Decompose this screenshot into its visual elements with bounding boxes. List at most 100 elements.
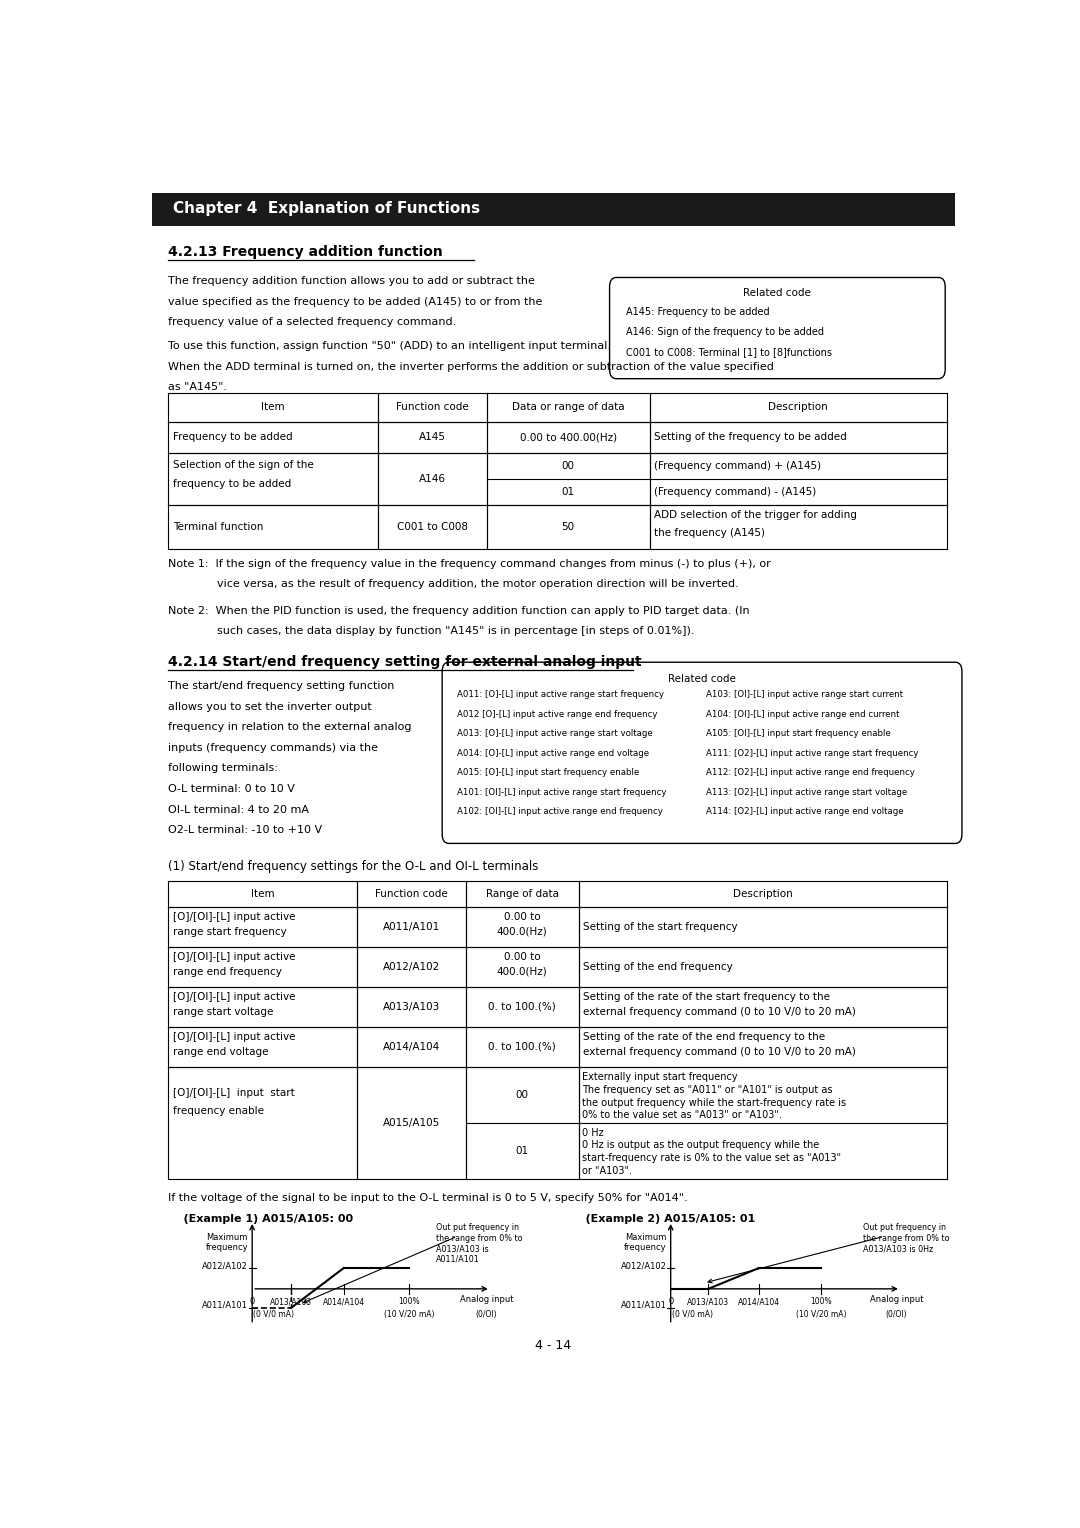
Text: 0. to 100.(%): 0. to 100.(%) [488, 1002, 556, 1012]
Text: following terminals:: following terminals: [168, 764, 279, 773]
Text: Externally input start frequency: Externally input start frequency [582, 1071, 738, 1082]
Text: Note 2:  When the PID function is used, the frequency addition function can appl: Note 2: When the PID function is used, t… [168, 605, 751, 616]
Text: A011/A101: A011/A101 [202, 1300, 248, 1309]
Text: (Example 1) A015/A105: 00: (Example 1) A015/A105: 00 [168, 1215, 353, 1224]
Text: frequency in relation to the external analog: frequency in relation to the external an… [168, 723, 411, 732]
Text: A145: A145 [419, 432, 446, 443]
Text: C001 to C008: C001 to C008 [396, 523, 468, 532]
Text: 00: 00 [515, 1089, 528, 1100]
Text: 01: 01 [515, 1146, 529, 1155]
Text: Function code: Function code [375, 889, 447, 898]
Text: A112: [O2]-[L] input active range end frequency: A112: [O2]-[L] input active range end fr… [706, 769, 915, 778]
Text: Terminal function: Terminal function [173, 523, 264, 532]
Text: the frequency (A145): the frequency (A145) [653, 529, 765, 538]
Text: Analog input: Analog input [460, 1294, 513, 1303]
Text: Maximum
frequency: Maximum frequency [205, 1233, 248, 1253]
Text: 0. to 100.(%): 0. to 100.(%) [488, 1042, 556, 1051]
Text: A013: [O]-[L] input active range start voltage: A013: [O]-[L] input active range start v… [457, 729, 653, 738]
Text: O-L terminal: 0 to 10 V: O-L terminal: 0 to 10 V [168, 784, 295, 795]
Text: Out put frequency in
the range from 0% to
A013/A103 is
A011/A101: Out put frequency in the range from 0% t… [436, 1224, 523, 1264]
Text: A111: [O2]-[L] input active range start frequency: A111: [O2]-[L] input active range start … [706, 749, 919, 758]
Text: 0.00 to: 0.00 to [503, 952, 540, 961]
Text: Description: Description [733, 889, 793, 898]
Text: range start frequency: range start frequency [173, 927, 286, 937]
Text: Chapter 4  Explanation of Functions: Chapter 4 Explanation of Functions [173, 202, 480, 215]
Text: 0 Hz: 0 Hz [582, 1128, 604, 1137]
Text: A011: [O]-[L] input active range start frequency: A011: [O]-[L] input active range start f… [457, 691, 664, 700]
Text: (Frequency command) + (A145): (Frequency command) + (A145) [653, 461, 821, 471]
Text: A013/A103: A013/A103 [687, 1297, 729, 1306]
Text: (Frequency command) - (A145): (Frequency command) - (A145) [653, 486, 816, 497]
Text: 400.0(Hz): 400.0(Hz) [497, 927, 548, 937]
Text: A013/A103: A013/A103 [382, 1002, 440, 1012]
Text: A012/A102: A012/A102 [621, 1261, 666, 1270]
Text: 0: 0 [669, 1297, 673, 1306]
Text: A145: Frequency to be added: A145: Frequency to be added [626, 307, 770, 316]
Text: (0 V/0 mA): (0 V/0 mA) [253, 1309, 294, 1319]
Text: A103: [OI]-[L] input active range start current: A103: [OI]-[L] input active range start … [706, 691, 903, 700]
Text: A014/A104: A014/A104 [738, 1297, 780, 1306]
Text: Related code: Related code [743, 289, 811, 298]
Text: Analog input: Analog input [869, 1294, 923, 1303]
Text: A012/A102: A012/A102 [202, 1261, 248, 1270]
Text: Note 1:  If the sign of the frequency value in the frequency command changes fro: Note 1: If the sign of the frequency val… [168, 559, 771, 568]
Text: [O]/[OI]-[L] input active: [O]/[OI]-[L] input active [173, 912, 295, 921]
Text: 4 - 14: 4 - 14 [536, 1340, 571, 1352]
Text: range end voltage: range end voltage [173, 1047, 268, 1057]
Text: start-frequency rate is 0% to the value set as "A013": start-frequency rate is 0% to the value … [582, 1154, 841, 1163]
Text: [O]/[OI]-[L]  input  start: [O]/[OI]-[L] input start [173, 1088, 295, 1099]
Text: If the voltage of the signal to be input to the O-L terminal is 0 to 5 V, specif: If the voltage of the signal to be input… [168, 1193, 688, 1203]
Text: A101: [OI]-[L] input active range start frequency: A101: [OI]-[L] input active range start … [457, 787, 666, 796]
Text: A013/A103: A013/A103 [270, 1297, 312, 1306]
Text: Out put frequency in
the range from 0% to
A013/A103 is 0Hz: Out put frequency in the range from 0% t… [863, 1224, 949, 1253]
Text: range start voltage: range start voltage [173, 1007, 273, 1018]
Text: Setting of the end frequency: Setting of the end frequency [583, 963, 732, 972]
Text: such cases, the data display by function "A145" is in percentage [in steps of 0.: such cases, the data display by function… [168, 626, 696, 636]
Text: Setting of the rate of the end frequency to the: Setting of the rate of the end frequency… [583, 1031, 825, 1042]
Text: (0/OI): (0/OI) [886, 1309, 907, 1319]
Text: allows you to set the inverter output: allows you to set the inverter output [168, 701, 373, 712]
Text: O2-L terminal: -10 to +10 V: O2-L terminal: -10 to +10 V [168, 825, 323, 836]
Text: A113: [O2]-[L] input active range start voltage: A113: [O2]-[L] input active range start … [706, 787, 907, 796]
Text: A015: [O]-[L] input start frequency enable: A015: [O]-[L] input start frequency enab… [457, 769, 639, 778]
Text: Related code: Related code [669, 674, 735, 685]
Text: A014: [O]-[L] input active range end voltage: A014: [O]-[L] input active range end vol… [457, 749, 649, 758]
FancyBboxPatch shape [609, 278, 945, 379]
Text: [O]/[OI]-[L] input active: [O]/[OI]-[L] input active [173, 952, 295, 961]
Text: ADD selection of the trigger for adding: ADD selection of the trigger for adding [653, 510, 856, 521]
Text: 100%: 100% [810, 1297, 833, 1306]
Text: 0% to the value set as "A013" or "A103".: 0% to the value set as "A013" or "A103". [582, 1111, 782, 1120]
Text: Selection of the sign of the: Selection of the sign of the [173, 460, 313, 469]
Text: range end frequency: range end frequency [173, 967, 282, 976]
Text: 4.2.14 Start/end frequency setting for external analog input: 4.2.14 Start/end frequency setting for e… [168, 656, 643, 669]
Text: When the ADD terminal is turned on, the inverter performs the addition or subtra: When the ADD terminal is turned on, the … [168, 362, 774, 371]
Text: A012/A102: A012/A102 [382, 963, 440, 972]
Text: (0 V/0 mA): (0 V/0 mA) [672, 1309, 713, 1319]
Text: C001 to C008: Terminal [1] to [8]functions: C001 to C008: Terminal [1] to [8]functio… [626, 347, 833, 358]
Text: Frequency to be added: Frequency to be added [173, 432, 293, 443]
Text: Function code: Function code [395, 402, 469, 413]
Text: Item: Item [251, 889, 274, 898]
FancyBboxPatch shape [442, 662, 962, 843]
Text: 4.2.13 Frequency addition function: 4.2.13 Frequency addition function [168, 244, 443, 258]
Text: The frequency set as "A011" or "A101" is output as: The frequency set as "A011" or "A101" is… [582, 1085, 833, 1094]
Text: A015/A105: A015/A105 [382, 1118, 440, 1128]
Text: (10 V/20 mA): (10 V/20 mA) [796, 1309, 847, 1319]
Text: 0.00 to 400.00(Hz): 0.00 to 400.00(Hz) [519, 432, 617, 443]
Text: 00: 00 [562, 461, 575, 471]
Text: or "A103".: or "A103". [582, 1166, 632, 1177]
Text: A011/A101: A011/A101 [382, 921, 440, 932]
Text: Setting of the frequency to be added: Setting of the frequency to be added [653, 432, 847, 443]
Text: Description: Description [769, 402, 828, 413]
Text: A146: Sign of the frequency to be added: A146: Sign of the frequency to be added [626, 327, 824, 336]
Text: [O]/[OI]-[L] input active: [O]/[OI]-[L] input active [173, 1031, 295, 1042]
Text: 0 Hz is output as the output frequency while the: 0 Hz is output as the output frequency w… [582, 1140, 820, 1151]
Text: 0: 0 [249, 1297, 255, 1306]
Text: Setting of the rate of the start frequency to the: Setting of the rate of the start frequen… [583, 992, 829, 1002]
Text: external frequency command (0 to 10 V/0 to 20 mA): external frequency command (0 to 10 V/0 … [583, 1047, 855, 1057]
Text: frequency enable: frequency enable [173, 1106, 264, 1115]
Text: value specified as the frequency to be added (A145) to or from the: value specified as the frequency to be a… [168, 296, 543, 307]
Text: Item: Item [261, 402, 285, 413]
Text: A014/A104: A014/A104 [382, 1042, 440, 1051]
Text: A105: [OI]-[L] input start frequency enable: A105: [OI]-[L] input start frequency ena… [706, 729, 891, 738]
